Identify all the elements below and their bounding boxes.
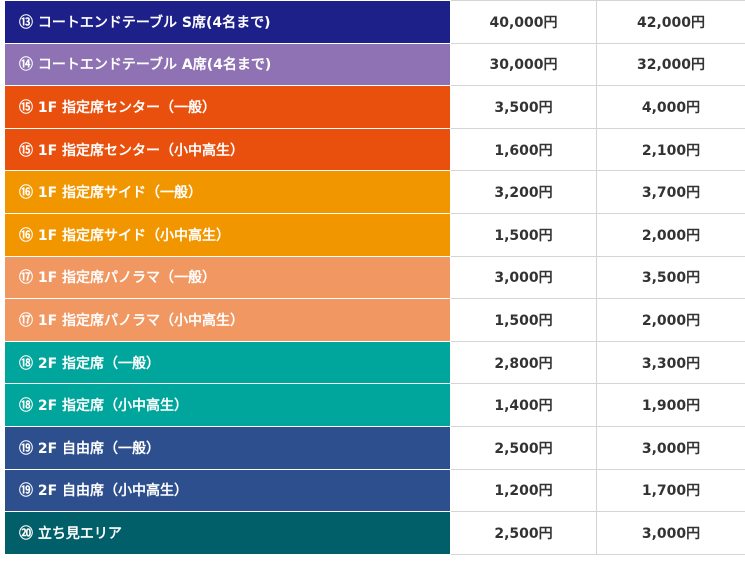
price-cell-2: 3,000円	[596, 425, 745, 470]
table-row: ⑱ 2F 指定席（小中高生） 1,400円 1,900円	[4, 383, 745, 427]
price-cell-1: 40,000円	[450, 0, 597, 44]
price-cell-2: 42,000円	[596, 0, 745, 44]
price-cell-1: 2,500円	[450, 511, 597, 555]
table-row: ⑬ コートエンドテーブル S席(4名まで) 40,000円 42,000円	[4, 0, 745, 44]
table-row: ⑮ 1F 指定席センター（小中高生） 1,600円 2,100円	[4, 127, 745, 172]
price-cell-1: 1,500円	[450, 298, 597, 342]
price-cell-1: 30,000円	[450, 42, 597, 87]
price-cell-2: 3,700円	[596, 170, 745, 214]
table-row: ⑮ 1F 指定席センター（一般） 3,500円 4,000円	[4, 85, 745, 129]
table-row: ⑭ コートエンドテーブル A席(4名まで) 30,000円 32,000円	[4, 42, 745, 87]
seat-category-cell: ⑲ 2F 自由席（一般）	[4, 425, 451, 470]
price-cell-1: 2,800円	[450, 340, 597, 385]
price-cell-2: 2,100円	[596, 127, 745, 172]
price-cell-2: 1,700円	[596, 468, 745, 513]
seat-category-cell: ⑰ 1F 指定席パノラマ（小中高生）	[4, 298, 451, 342]
price-cell-2: 2,000円	[596, 298, 745, 342]
price-cell-1: 1,400円	[450, 383, 597, 427]
ticket-price-table: ⑬ コートエンドテーブル S席(4名まで) 40,000円 42,000円 ⑭ …	[4, 0, 745, 555]
price-cell-1: 1,500円	[450, 212, 597, 257]
ticket-price-table-body: ⑬ コートエンドテーブル S席(4名まで) 40,000円 42,000円 ⑭ …	[4, 0, 745, 555]
price-cell-2: 4,000円	[596, 85, 745, 129]
price-cell-2: 3,300円	[596, 340, 745, 385]
price-cell-1: 1,600円	[450, 127, 597, 172]
price-cell-2: 1,900円	[596, 383, 745, 427]
seat-category-cell: ⑬ コートエンドテーブル S席(4名まで)	[4, 0, 451, 44]
seat-category-cell: ⑯ 1F 指定席サイド（小中高生）	[4, 212, 451, 257]
price-cell-1: 2,500円	[450, 425, 597, 470]
price-cell-2: 3,500円	[596, 255, 745, 300]
table-row: ⑰ 1F 指定席パノラマ（小中高生） 1,500円 2,000円	[4, 298, 745, 342]
table-row: ⑲ 2F 自由席（小中高生） 1,200円 1,700円	[4, 468, 745, 513]
price-cell-1: 3,000円	[450, 255, 597, 300]
seat-category-cell: ⑱ 2F 指定席（一般）	[4, 340, 451, 385]
seat-category-cell: ⑯ 1F 指定席サイド（一般）	[4, 170, 451, 214]
seat-category-cell: ⑱ 2F 指定席（小中高生）	[4, 383, 451, 427]
table-row: ⑰ 1F 指定席パノラマ（一般） 3,000円 3,500円	[4, 255, 745, 300]
table-row: ⑲ 2F 自由席（一般） 2,500円 3,000円	[4, 425, 745, 470]
table-row: ⑱ 2F 指定席（一般） 2,800円 3,300円	[4, 340, 745, 385]
seat-category-cell: ⑭ コートエンドテーブル A席(4名まで)	[4, 42, 451, 87]
seat-category-cell: ⑲ 2F 自由席（小中高生）	[4, 468, 451, 513]
price-cell-1: 1,200円	[450, 468, 597, 513]
price-cell-1: 3,500円	[450, 85, 597, 129]
seat-category-cell: ⑮ 1F 指定席センター（一般）	[4, 85, 451, 129]
seat-category-cell: ⑮ 1F 指定席センター（小中高生）	[4, 127, 451, 172]
price-cell-2: 3,000円	[596, 511, 745, 555]
table-row: ⑯ 1F 指定席サイド（小中高生） 1,500円 2,000円	[4, 212, 745, 257]
seat-category-cell: ⑰ 1F 指定席パノラマ（一般）	[4, 255, 451, 300]
price-cell-2: 32,000円	[596, 42, 745, 87]
table-row: ⑯ 1F 指定席サイド（一般） 3,200円 3,700円	[4, 170, 745, 214]
seat-category-cell: ⑳ 立ち見エリア	[4, 511, 451, 555]
price-cell-2: 2,000円	[596, 212, 745, 257]
table-row: ⑳ 立ち見エリア 2,500円 3,000円	[4, 511, 745, 555]
price-cell-1: 3,200円	[450, 170, 597, 214]
